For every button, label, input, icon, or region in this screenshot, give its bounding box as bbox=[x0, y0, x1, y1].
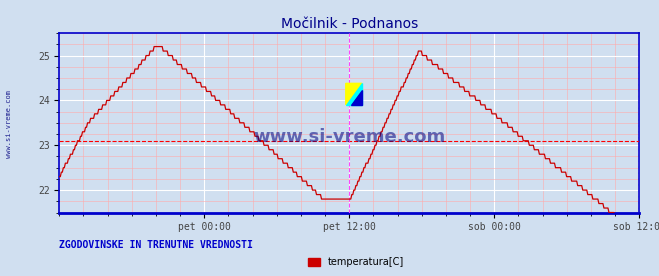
Text: ZGODOVINSKE IN TRENUTNE VREDNOSTI: ZGODOVINSKE IN TRENUTNE VREDNOSTI bbox=[59, 240, 253, 250]
Text: www.si-vreme.com: www.si-vreme.com bbox=[5, 90, 12, 158]
Polygon shape bbox=[351, 90, 362, 105]
Title: Močilnik - Podnanos: Močilnik - Podnanos bbox=[281, 17, 418, 31]
Text: www.si-vreme.com: www.si-vreme.com bbox=[253, 128, 445, 146]
Polygon shape bbox=[346, 83, 362, 105]
Legend: temperatura[C]: temperatura[C] bbox=[304, 253, 408, 271]
Polygon shape bbox=[346, 83, 362, 105]
